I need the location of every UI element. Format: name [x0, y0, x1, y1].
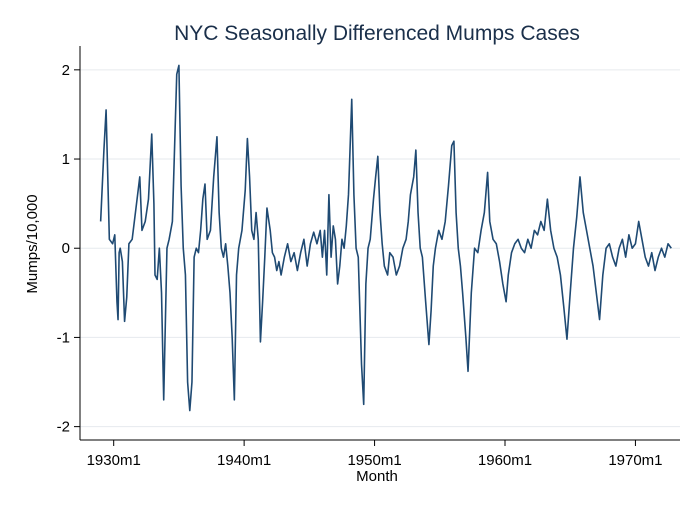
- series-line: [99, 64, 672, 412]
- chart-title: NYC Seasonally Differenced Mumps Cases: [174, 22, 580, 45]
- x-tick-label: 1940m1: [217, 452, 271, 469]
- y-tick-label: 2: [62, 62, 70, 79]
- y-tick-label: -1: [57, 329, 70, 346]
- x-axis-label: Month: [356, 468, 398, 485]
- x-tick-label: 1960m1: [478, 452, 532, 469]
- y-axis-label: Mumps/10,000: [24, 194, 41, 293]
- x-tick-label: 1930m1: [87, 452, 141, 469]
- x-tick-label: 1950m1: [347, 452, 401, 469]
- y-tick-label: 1: [62, 151, 70, 168]
- axes: -2 -1 0 1 2 1930m1 1940m1 1950m1 1960m1 1970m1: [57, 46, 680, 469]
- series-layer: [99, 64, 672, 412]
- x-tick-label: 1970m1: [608, 452, 662, 469]
- y-tick-label: -2: [57, 419, 70, 436]
- y-tick-label: 0: [62, 240, 70, 257]
